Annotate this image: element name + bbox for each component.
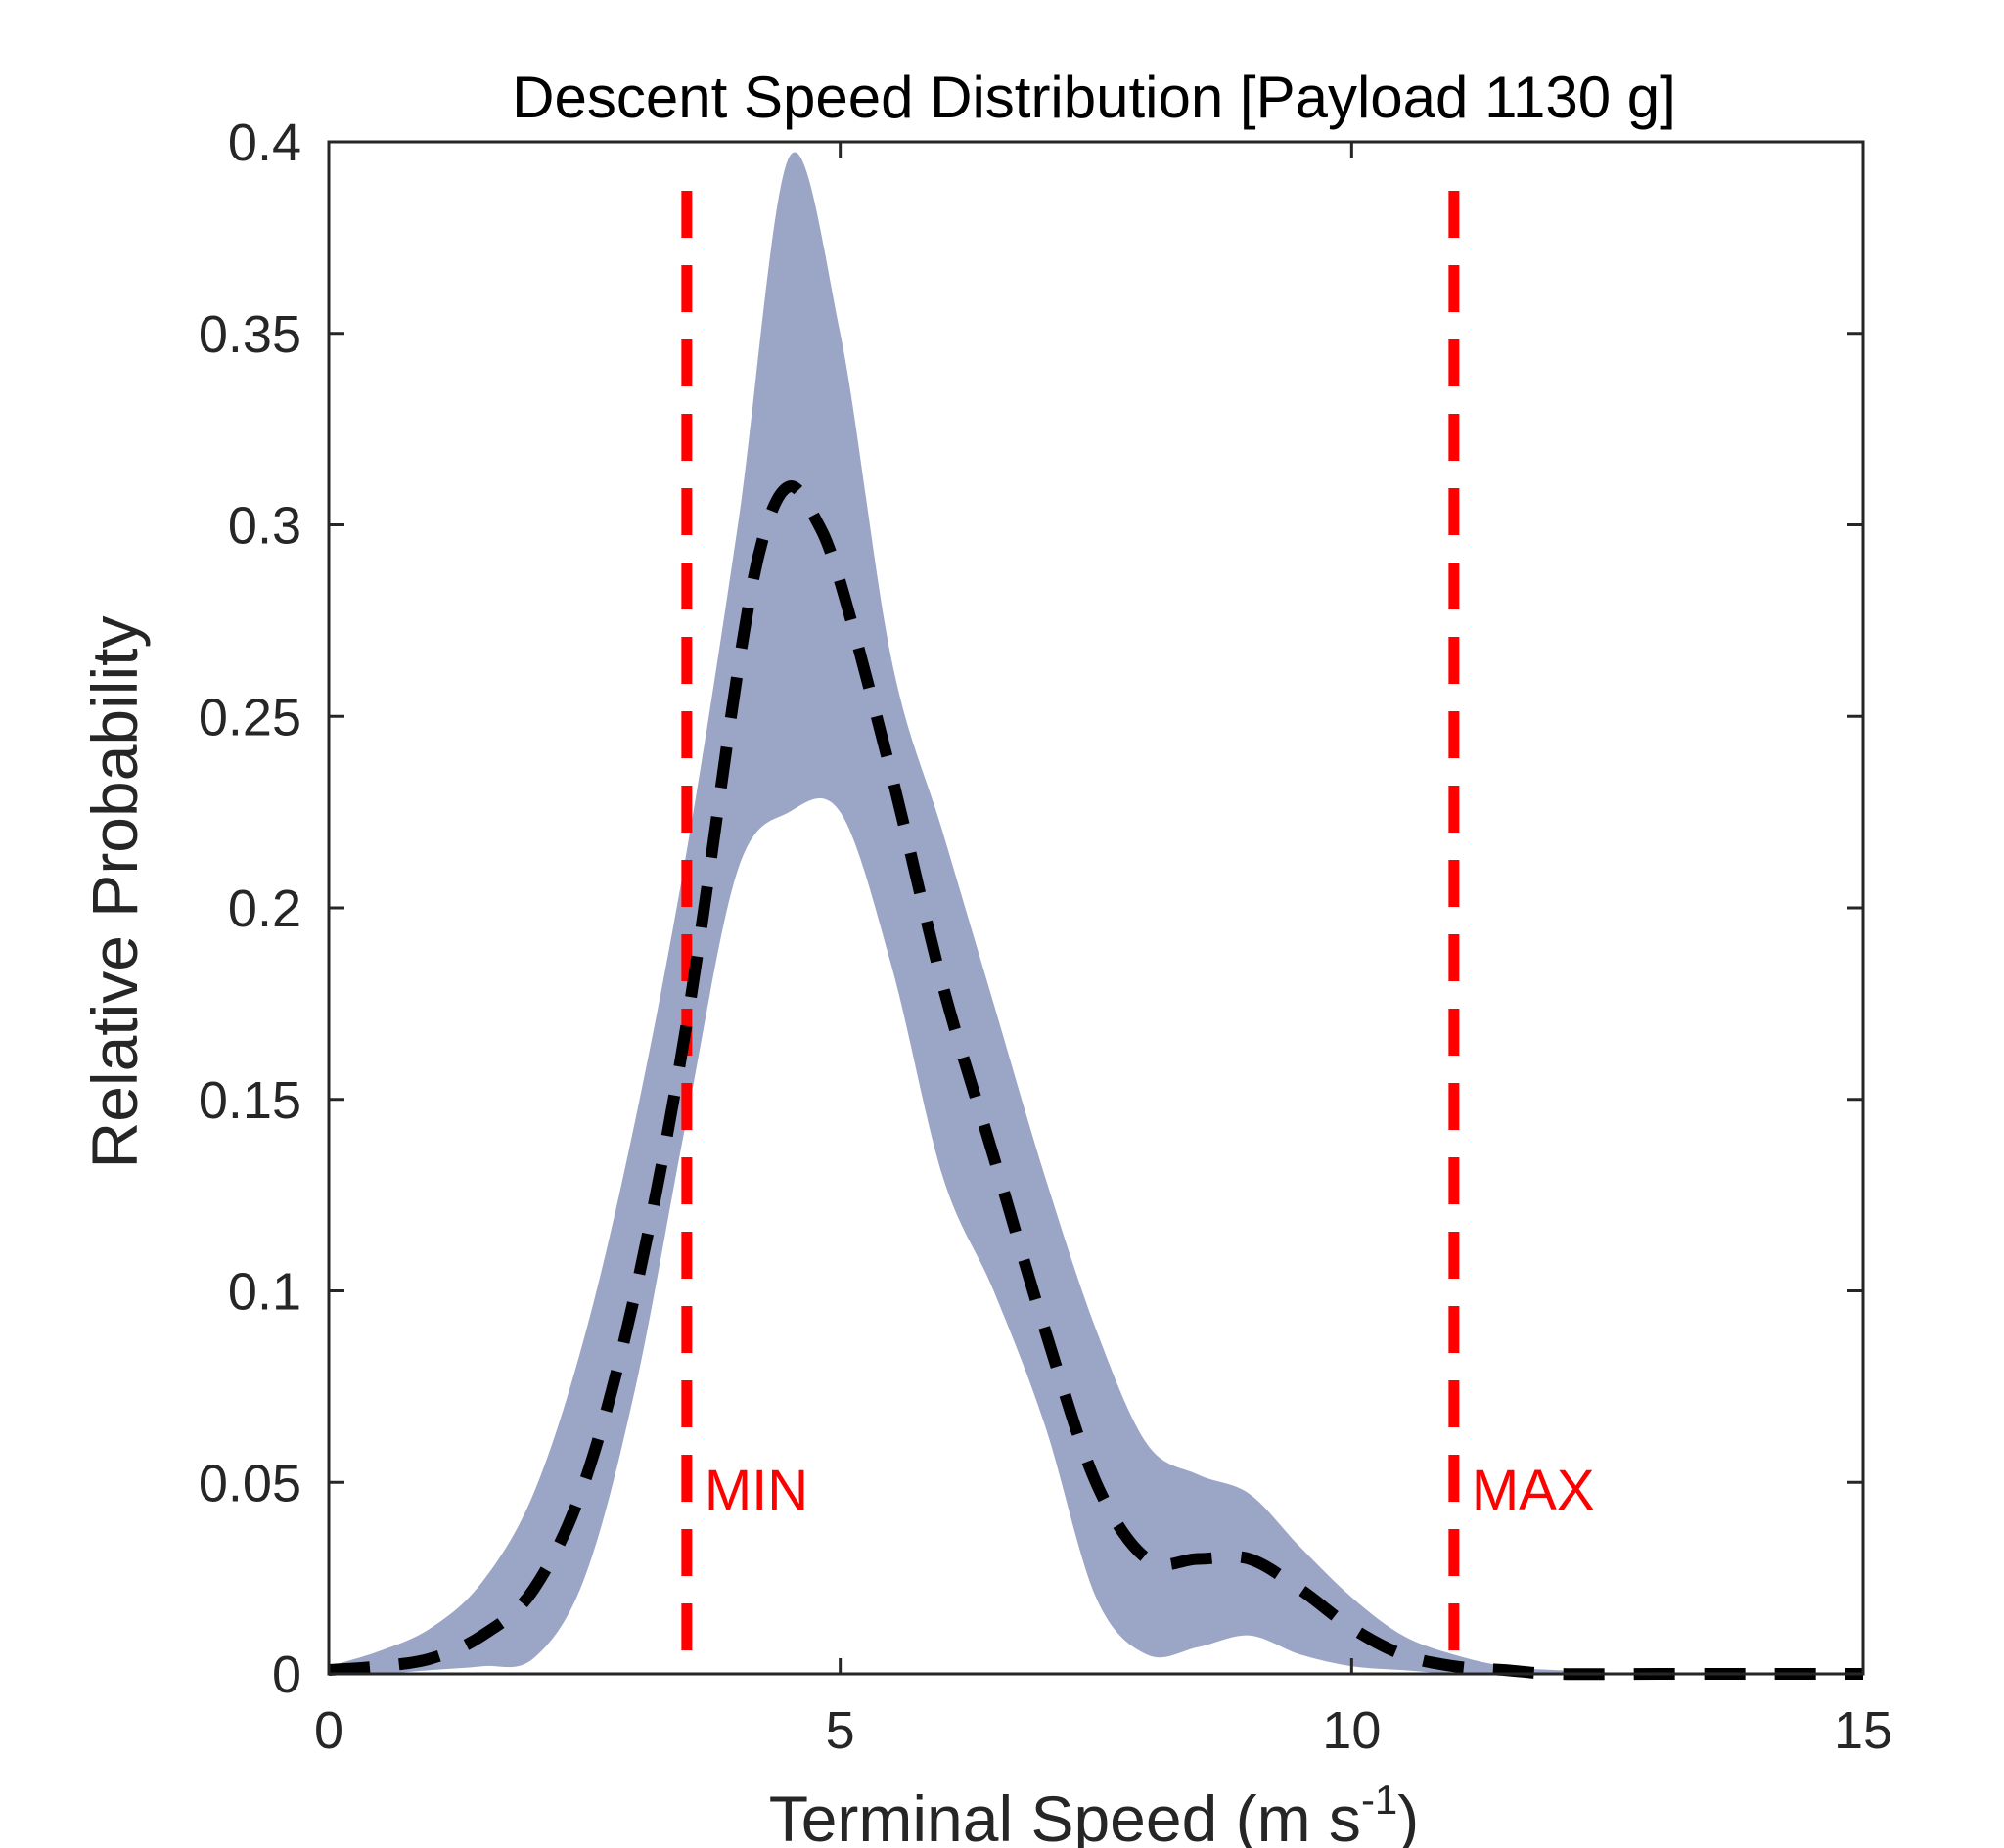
y-tick-label: 0.4 (228, 113, 301, 172)
axis-ticks (327, 140, 1865, 1676)
vline-label-max: MAX (1472, 1459, 1595, 1522)
y-tick-label: 0.3 (228, 497, 301, 556)
limit-lines: MIN MAX (681, 191, 1595, 1674)
x-tick-labels: 0 5 10 15 (314, 1701, 1892, 1760)
x-tick-label: 15 (1834, 1701, 1892, 1760)
confidence-band (329, 152, 1863, 1675)
y-tick-label: 0.15 (199, 1071, 301, 1130)
y-tick-label: 0.35 (199, 305, 301, 364)
plot-area: MIN MAX (327, 140, 1865, 1681)
y-axis-label: Relative Probability (78, 616, 151, 1169)
y-tick-labels: 0 0.05 0.1 0.15 0.2 0.25 0.3 0.35 0.4 (199, 113, 301, 1704)
x-tick-label: 5 (826, 1701, 855, 1760)
x-axis-label-superscript: -1 (1361, 1777, 1397, 1823)
x-axis-label: Terminal Speed (m s-1) (769, 1777, 1420, 1848)
y-tick-label: 0.2 (228, 879, 301, 938)
vline-label-min: MIN (705, 1459, 808, 1522)
chart-title: Descent Speed Distribution [Payload 1130… (512, 65, 1676, 130)
y-tick-label: 0.25 (199, 688, 301, 746)
x-tick-label: 0 (314, 1701, 343, 1760)
x-tick-label: 10 (1322, 1701, 1381, 1760)
mean-density-line (328, 480, 1863, 1681)
y-tick-label: 0 (272, 1645, 301, 1704)
y-tick-label: 0.05 (199, 1454, 301, 1512)
y-tick-label: 0.1 (228, 1263, 301, 1322)
